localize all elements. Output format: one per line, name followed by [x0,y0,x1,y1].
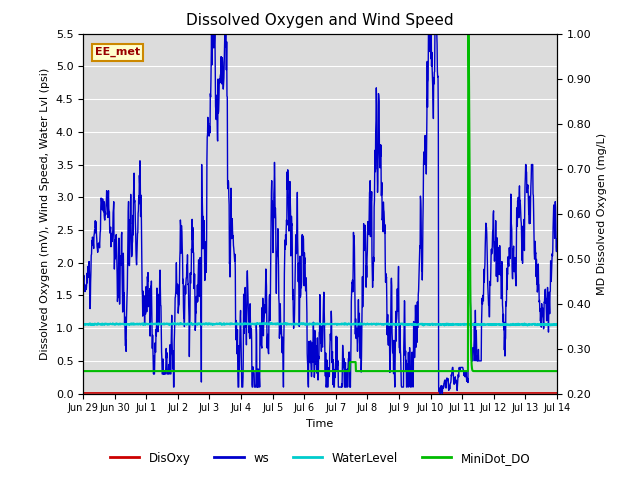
Y-axis label: MD Dissolved Oxygen (mg/L): MD Dissolved Oxygen (mg/L) [597,132,607,295]
X-axis label: Time: Time [307,419,333,429]
Y-axis label: Dissolved Oxygen (mV), Wind Speed, Water Lvl (psi): Dissolved Oxygen (mV), Wind Speed, Water… [40,68,50,360]
Title: Dissolved Oxygen and Wind Speed: Dissolved Oxygen and Wind Speed [186,13,454,28]
Text: EE_met: EE_met [95,47,140,58]
Legend: DisOxy, ws, WaterLevel, MiniDot_DO: DisOxy, ws, WaterLevel, MiniDot_DO [105,447,535,469]
